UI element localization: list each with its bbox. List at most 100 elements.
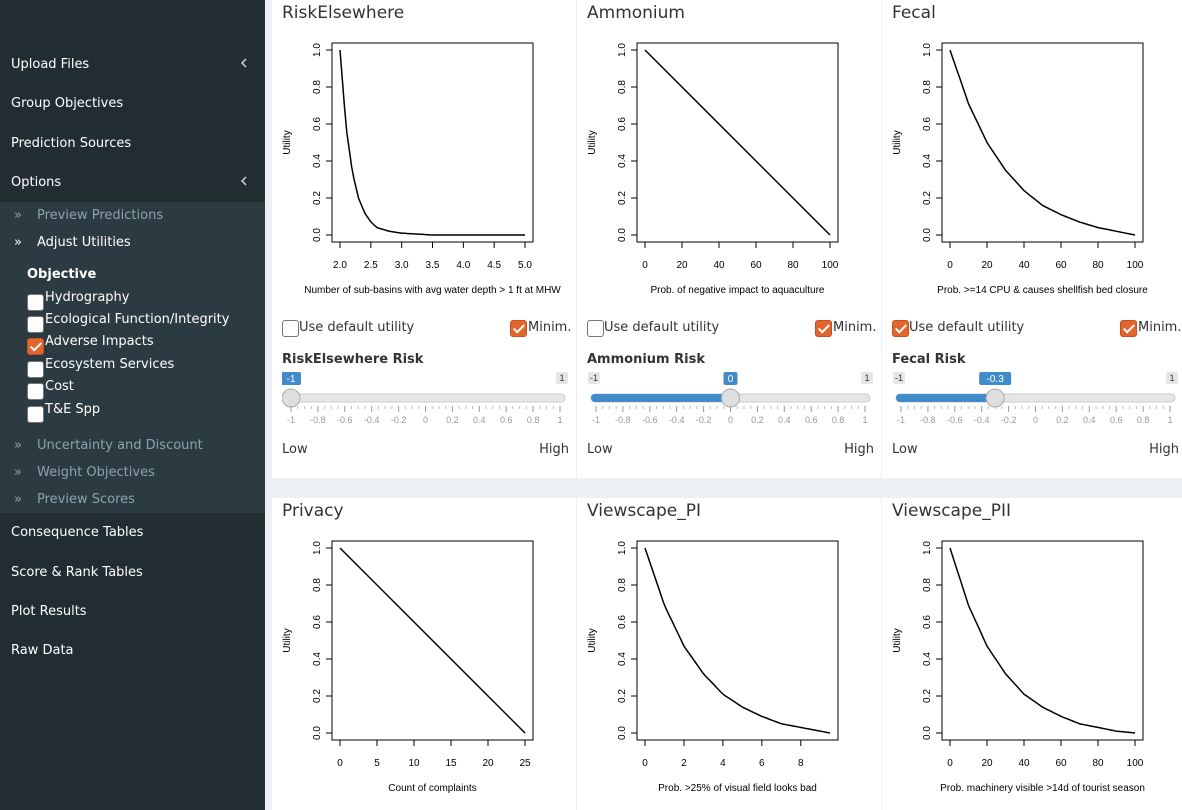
x-axis-label: Prob. >25% of visual field looks bad <box>658 783 817 794</box>
utility-controls: Use default utility Minim. RiskElsewhere… <box>282 318 571 457</box>
y-tick-label: 0.6 <box>617 615 628 629</box>
x-tick-label: 4 <box>720 758 726 769</box>
objective-checkbox-cost[interactable]: Cost <box>27 379 74 400</box>
slider-max-badge-bg <box>861 372 873 384</box>
minimize-checkbox[interactable] <box>510 320 527 337</box>
slider-grid-label: -0.2 <box>1001 415 1017 425</box>
objective-checkbox-ecological-function[interactable]: Ecological Function/Integrity <box>27 312 229 333</box>
x-tick-label: 3.0 <box>395 260 409 271</box>
objective-checkbox-adverse-impacts[interactable]: Adverse Impacts <box>27 334 154 355</box>
objective-checkbox-te-spp[interactable]: T&E Spp <box>27 402 100 423</box>
sidebar: Upload Files Group Objectives Prediction… <box>0 0 265 810</box>
sidebar-subitem-label: Preview Scores <box>37 491 135 507</box>
y-tick-label: 1.0 <box>312 541 323 555</box>
panel-title: Viewscape_PI <box>587 501 701 521</box>
y-tick-label: 0.4 <box>617 652 628 666</box>
checkbox[interactable] <box>27 406 44 423</box>
low-high-labels: Low High <box>892 442 1179 457</box>
x-tick-label: 40 <box>713 260 725 271</box>
x-tick-label: 40 <box>1018 260 1030 271</box>
y-tick-label: 0.6 <box>312 117 323 131</box>
slider-value-label: -0.3 <box>987 374 1005 385</box>
chevron-left-icon <box>240 58 247 68</box>
y-tick-label: 0.0 <box>617 228 628 242</box>
slider-grid-label: 1 <box>862 415 867 425</box>
checkbox-row: Use default utility Minim. <box>282 318 571 342</box>
slider-grid-label: 0.2 <box>1056 415 1069 425</box>
sidebar-item-plot-results[interactable]: Plot Results <box>0 593 265 629</box>
utility-curve <box>644 547 831 734</box>
minimize-checkbox[interactable] <box>1120 320 1137 337</box>
x-tick-label: 5 <box>374 758 380 769</box>
sidebar-item-upload-files[interactable]: Upload Files <box>0 46 265 82</box>
sidebar-subitem-label: Uncertainty and Discount <box>37 437 203 453</box>
x-tick-label: 0 <box>947 260 953 271</box>
y-axis-label: Utility <box>282 628 293 652</box>
plot-frame <box>636 42 839 243</box>
utility-chart: 0.0 0.2 0.4 0.6 0.8 1.0 0 2 4 6 8 Utility Prob. >25%… <box>587 540 839 794</box>
checkbox[interactable] <box>27 316 44 333</box>
x-tick-label: 100 <box>1127 758 1144 769</box>
sidebar-subitem-adjust-utilities[interactable]: » Adjust Utilities <box>0 230 265 254</box>
sidebar-item-options[interactable]: Options <box>0 164 265 200</box>
sidebar-subitem-preview-predictions[interactable]: » Preview Predictions <box>0 203 265 227</box>
slider-grid-label: 0.4 <box>473 415 486 425</box>
risk-slider[interactable]: -1 1 0 -1 -0.8 -0.6 -0.4 -0.2 0 0.2 0.4 0.6 0.8 1 <box>587 372 874 448</box>
checkbox[interactable] <box>27 361 44 378</box>
slider-grid-label: -0.8 <box>920 415 936 425</box>
sidebar-item-score-rank-tables[interactable]: Score & Rank Tables <box>0 554 265 590</box>
sidebar-subitem-label: Adjust Utilities <box>37 234 131 250</box>
sidebar-item-consequence-tables[interactable]: Consequence Tables <box>0 514 265 550</box>
y-tick-label: 0.8 <box>617 578 628 592</box>
slider-grid-label: -1 <box>592 415 600 425</box>
x-tick-label: 8 <box>798 758 804 769</box>
sidebar-item-group-objectives[interactable]: Group Objectives <box>0 85 265 121</box>
slider-value-label: -1 <box>287 374 296 385</box>
y-tick-label: 0.0 <box>312 228 323 242</box>
panel-title: Viewscape_PII <box>892 501 1011 521</box>
use-default-checkbox[interactable] <box>892 320 909 337</box>
use-default-checkbox[interactable] <box>587 320 604 337</box>
slider-handle <box>985 388 1005 408</box>
y-tick-label: 0.6 <box>922 117 933 131</box>
x-tick-label: 60 <box>1055 260 1067 271</box>
x-tick-label: 2.0 <box>333 260 347 271</box>
use-default-checkbox[interactable] <box>282 320 299 337</box>
y-tick-label: 0.4 <box>312 154 323 168</box>
sidebar-item-label: Raw Data <box>11 642 74 658</box>
panel-title: RiskElsewhere <box>282 3 405 23</box>
minimize-checkbox[interactable] <box>815 320 832 337</box>
checkbox-checked[interactable] <box>27 338 44 355</box>
checkbox[interactable] <box>27 383 44 400</box>
slider-value-label: 0 <box>728 374 734 385</box>
slider-grid-label: 0.6 <box>1110 415 1123 425</box>
objective-checkbox-ecosystem-services[interactable]: Ecosystem Services <box>27 357 174 378</box>
plot-frame <box>636 540 839 741</box>
slider-value-badge-bg <box>282 372 301 385</box>
x-axis-label: Count of complaints <box>388 783 476 794</box>
checkbox[interactable] <box>27 294 44 311</box>
x-tick-label: 20 <box>676 260 688 271</box>
y-axis-label: Utility <box>892 628 903 652</box>
x-axis-label: Number of sub-basins with avg water dept… <box>304 285 561 296</box>
sidebar-item-label: Options <box>11 174 62 190</box>
y-tick-label: 0.2 <box>617 689 628 703</box>
sidebar-subitem-weight-objectives[interactable]: » Weight Objectives <box>0 460 265 484</box>
slider-grid-label: -1 <box>287 415 295 425</box>
sidebar-item-raw-data[interactable]: Raw Data <box>0 632 265 668</box>
y-tick-label: 0.8 <box>312 80 323 94</box>
sidebar-item-prediction-sources[interactable]: Prediction Sources <box>0 125 265 161</box>
slider-grid-label: 0.8 <box>527 415 540 425</box>
utility-chart: 0.0 0.2 0.4 0.6 0.8 1.0 0 20 40 60 80 100 Utility Pro… <box>587 42 839 296</box>
low-label: Low <box>587 442 613 457</box>
sidebar-subitem-preview-scores[interactable]: » Preview Scores <box>0 487 265 511</box>
risk-slider[interactable]: -11-1-1-0.8-0.6-0.4-0.200.20.40.60.81 <box>282 372 569 448</box>
risk-slider[interactable]: -1 1 -0.3 -1 -0.8 -0.6 -0.4 -0.2 0 0.2 0.4 0.6 0.8 1 <box>892 372 1179 448</box>
utility-controls: Use default utility Minim. Fecal Risk -1… <box>892 318 1181 457</box>
objective-checkbox-hydrography[interactable]: Hydrography <box>27 290 129 311</box>
slider-value-badge: -0.3 <box>979 372 1012 385</box>
x-tick-label: 0 <box>337 758 343 769</box>
slider-max-badge-bg <box>1166 372 1178 384</box>
sidebar-subitem-uncertainty-discount[interactable]: » Uncertainty and Discount <box>0 433 265 457</box>
double-chevron-right-icon: » <box>14 491 22 507</box>
